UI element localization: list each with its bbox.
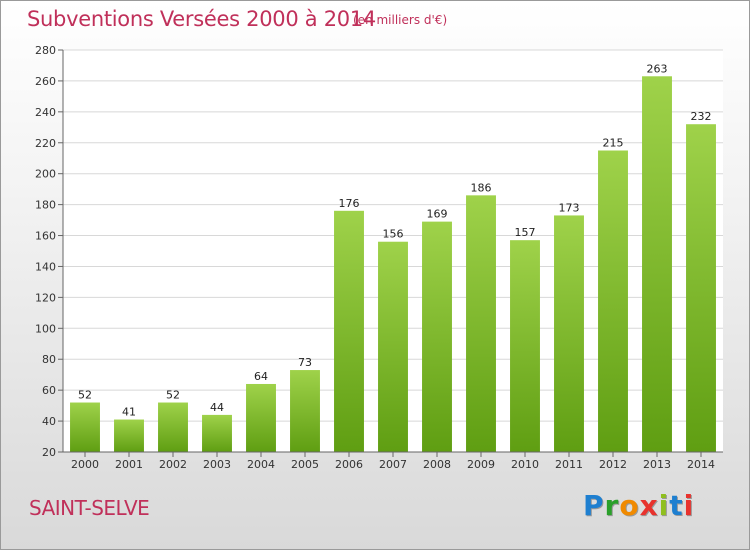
y-tick-label: 160 [35, 230, 56, 243]
bar-value-label: 232 [691, 110, 712, 123]
y-tick-label: 20 [42, 446, 56, 459]
bar-value-label: 52 [166, 389, 180, 402]
bar-value-label: 156 [383, 228, 404, 241]
y-tick-label: 240 [35, 106, 56, 119]
bar-2002 [158, 402, 188, 452]
y-tick-label: 120 [35, 291, 56, 304]
bar-2006 [334, 210, 364, 452]
y-tick-label: 100 [35, 322, 56, 335]
x-tick-label: 2001 [115, 458, 143, 471]
bar-value-label: 169 [427, 208, 448, 221]
x-tick-label: 2003 [203, 458, 231, 471]
x-tick-label: 2004 [247, 458, 275, 471]
x-tick-label: 2000 [71, 458, 99, 471]
bar-2003 [202, 414, 232, 452]
logo-letter: i [658, 489, 670, 522]
logo-letter: t [669, 489, 684, 522]
x-tick-label: 2007 [379, 458, 407, 471]
bar-2010 [510, 240, 540, 452]
bar-2001 [114, 419, 144, 452]
bar-value-label: 52 [78, 389, 92, 402]
chart-subtitle: (en milliers d'€) [353, 13, 448, 27]
bar-value-label: 263 [647, 62, 668, 75]
bar-2004 [246, 383, 276, 452]
logo-letter: P [583, 489, 605, 522]
x-tick-label: 2005 [291, 458, 319, 471]
bar-value-label: 173 [559, 201, 580, 214]
bar-2012 [598, 150, 628, 452]
town-name: SAINT-SELVE [29, 496, 150, 520]
bar-value-label: 215 [603, 137, 624, 150]
y-tick-label: 180 [35, 199, 56, 212]
x-tick-label: 2009 [467, 458, 495, 471]
x-tick-label: 2008 [423, 458, 451, 471]
y-tick-label: 260 [35, 75, 56, 88]
bar-2013 [642, 76, 672, 453]
bar-value-label: 41 [122, 406, 136, 419]
x-tick-label: 2006 [335, 458, 363, 471]
bar-2007 [378, 241, 408, 452]
y-tick-label: 200 [35, 168, 56, 181]
y-tick-label: 140 [35, 260, 56, 273]
logo-letter: r [604, 489, 620, 522]
bar-value-label: 186 [471, 181, 492, 194]
bar-2014 [686, 124, 716, 452]
logo-letter: o [619, 489, 640, 522]
logo-letter: i [683, 489, 695, 522]
proxiti-logo: Proxiti [583, 489, 694, 522]
x-tick-label: 2011 [555, 458, 583, 471]
x-tick-label: 2012 [599, 458, 627, 471]
bar-2009 [466, 195, 496, 453]
bar-value-label: 44 [210, 401, 224, 414]
y-tick-label: 80 [42, 353, 56, 366]
x-tick-label: 2002 [159, 458, 187, 471]
chart-title: Subventions Versées 2000 à 2014 [27, 7, 376, 31]
bar-2000 [70, 402, 100, 452]
bar-value-label: 176 [339, 197, 360, 210]
bar-2008 [422, 221, 452, 452]
logo-letter: x [639, 489, 659, 522]
x-tick-label: 2013 [643, 458, 671, 471]
y-tick-label: 280 [35, 44, 56, 57]
bar-value-label: 64 [254, 370, 268, 383]
bar-2005 [290, 370, 320, 452]
x-tick-label: 2010 [511, 458, 539, 471]
bar-value-label: 73 [298, 356, 312, 369]
bar-2011 [554, 215, 584, 452]
x-tick-label: 2014 [687, 458, 715, 471]
bar-value-label: 157 [515, 226, 536, 239]
y-tick-label: 60 [42, 384, 56, 397]
y-tick-label: 220 [35, 137, 56, 150]
y-tick-label: 40 [42, 415, 56, 428]
